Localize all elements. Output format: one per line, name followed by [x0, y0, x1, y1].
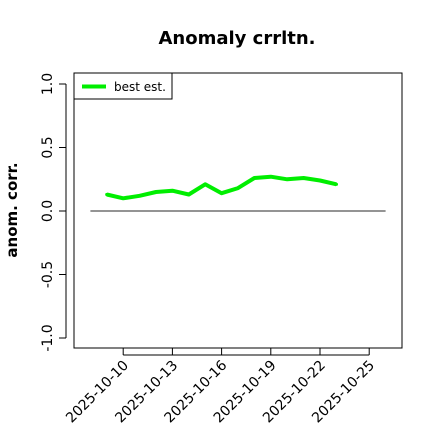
- data-point: [302, 176, 306, 180]
- plot-area: [73, 72, 403, 349]
- legend: best est.: [73, 72, 173, 100]
- data-point: [269, 175, 273, 179]
- legend-label: best est.: [114, 80, 166, 94]
- data-point: [187, 192, 191, 197]
- data-point: [318, 178, 322, 183]
- data-point: [170, 189, 174, 193]
- series-line-best-est: [106, 174, 337, 201]
- data-point: [252, 176, 256, 180]
- x-axis: 2025-10-102025-10-132025-10-162025-10-19…: [63, 348, 378, 426]
- y-tick-label: 1.0: [40, 73, 56, 95]
- y-tick-label: 0.5: [40, 136, 56, 158]
- y-tick-label: 0.0: [40, 200, 56, 222]
- data-point: [154, 190, 158, 194]
- y-axis-label: anom. corr.: [3, 162, 21, 257]
- y-axis: -1.0 -0.5 0.0 0.5 1.0: [40, 73, 67, 352]
- y-tick-label: -1.0: [40, 324, 56, 351]
- data-point: [236, 186, 240, 190]
- plot-layer: [90, 174, 386, 212]
- data-point: [138, 194, 142, 198]
- chart-title: Anomaly crrltn.: [158, 28, 315, 49]
- data-point: [105, 192, 109, 197]
- data-point: [121, 196, 125, 200]
- data-point: [203, 182, 207, 186]
- data-point: [285, 177, 289, 181]
- data-point: [220, 191, 224, 195]
- y-tick-label: -0.5: [40, 261, 56, 288]
- data-point: [334, 182, 338, 186]
